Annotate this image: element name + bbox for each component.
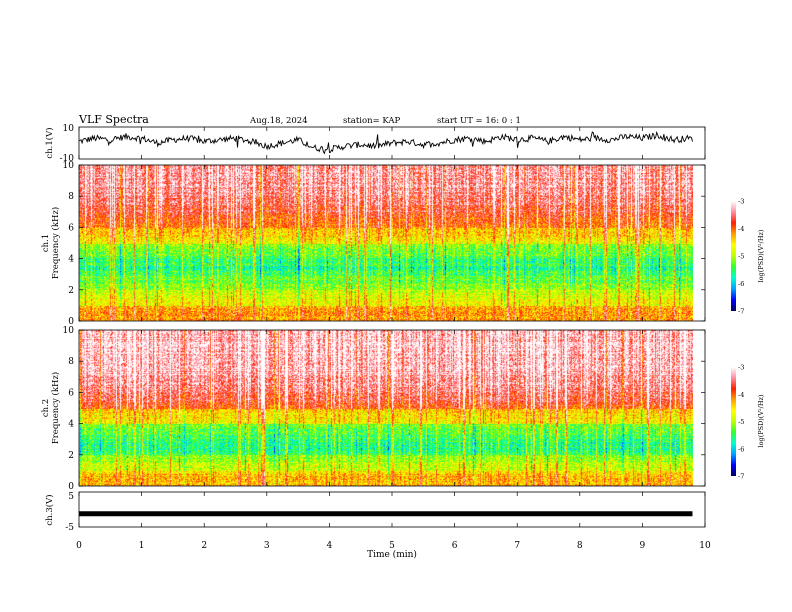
ch3-panel: 5 -5 ch.3(V)	[44, 491, 706, 533]
ch2-spectrogram-ytick-1: 2	[68, 451, 74, 461]
ch1-colorbar-tick-4: -7	[738, 308, 744, 316]
ch2-spectrogram-image	[79, 330, 693, 486]
ch1-spectrogram-ytick-1: 2	[68, 286, 74, 296]
ch2-spectrogram-ylabel-frequency: Frequency (kHz)	[50, 372, 61, 444]
ch1-panel: 10 -10 ch.1(V)	[44, 124, 706, 164]
time-tick-9: 9	[640, 541, 646, 551]
ch2-colorbar-tick-0: -3	[738, 364, 744, 372]
time-tick-1: 1	[139, 541, 145, 551]
ch2-colorbar-tick-1: -4	[738, 391, 744, 399]
time-tick-10: 10	[699, 541, 711, 551]
time-axis-label: Time (min)	[367, 549, 417, 560]
ch2-spectrogram-ylabel-channel: ch.2	[41, 399, 51, 417]
time-tick-4: 4	[327, 541, 333, 551]
time-tick-6: 6	[452, 541, 458, 551]
ch1-spectrogram-ytick-3: 6	[68, 223, 74, 233]
ch1-colorbar: -3 -4 -5 -6 -7 log(PSD)(V²/Hz)	[731, 198, 765, 316]
ch1-spectrogram-ylabel-channel: ch.1	[41, 234, 51, 252]
time-tick-7: 7	[514, 541, 520, 551]
figure-title: VLF Spectra	[78, 113, 149, 126]
ch1-spectrogram-image	[79, 165, 693, 321]
ch1-trace	[78, 130, 693, 155]
ch1-colorbar-label: log(PSD)(V²/Hz)	[757, 229, 765, 282]
time-tick-5: 5	[389, 541, 395, 551]
time-tick-8: 8	[577, 541, 583, 551]
ch2-spectrogram-ytick-5: 10	[63, 326, 75, 336]
ch2-colorbar: -3 -4 -5 -6 -7 log(PSD)(V²/Hz)	[731, 364, 765, 481]
ch1-spectrogram-ytick-0: 0	[68, 317, 74, 327]
ch1-spectrogram-ytick-4: 8	[68, 192, 74, 202]
ch1-colorbar-tick-2: -5	[738, 253, 744, 261]
ch3-ytick-bottom: -5	[65, 523, 74, 533]
ch2-spectrogram-ytick-4: 8	[68, 357, 74, 367]
ch1-ylabel: ch.1(V)	[44, 127, 55, 158]
ch1-colorbar-tick-0: -3	[738, 198, 744, 206]
station-label: station= KAP	[343, 116, 401, 126]
ch3-ylabel: ch.3(V)	[44, 494, 55, 525]
ch2-spectrogram-ytick-2: 4	[68, 420, 74, 430]
ch1-colorbar-tick-1: -4	[738, 225, 744, 233]
start-time-label: start UT = 16: 0 : 1	[437, 116, 521, 126]
ch2-colorbar-tick-2: -5	[738, 418, 744, 426]
ch1-ytick-bottom: -10	[60, 154, 75, 164]
ch2-colorbar-tick-3: -6	[738, 445, 744, 453]
ch2-spectrogram-panel: 0 2 4 6 8 10 ch.2 Frequency (kHz)	[41, 326, 706, 492]
ch3-ytick-top: 5	[68, 492, 74, 502]
ch2-colorbar-tick-4: -7	[738, 473, 744, 481]
time-axis: 0 1 2 3 4 5 6 7 8 9 10	[76, 127, 711, 551]
ch1-ytick-top: 10	[63, 124, 75, 134]
ch2-colorbar-gradient	[731, 367, 736, 476]
ch1-spectrogram-ylabel-frequency: Frequency (kHz)	[50, 207, 61, 279]
time-tick-0: 0	[76, 541, 82, 551]
ch3-frame	[78, 491, 706, 528]
ch2-colorbar-label: log(PSD)(V²/Hz)	[757, 394, 765, 447]
time-tick-3: 3	[264, 541, 270, 551]
ch1-spectrogram-panel: 0 2 4 6 8 10 ch.1 Frequency (kHz)	[41, 161, 706, 327]
ch1-spectrogram-ytick-2: 4	[68, 255, 74, 265]
date-label: Aug.18, 2024	[249, 116, 308, 126]
ch1-spectrogram-ytick-5: 10	[63, 161, 75, 171]
ch2-spectrogram-ytick-3: 6	[68, 388, 74, 398]
ch1-colorbar-tick-3: -6	[738, 280, 744, 288]
ch2-spectrogram-ytick-0: 0	[68, 482, 74, 492]
ch1-colorbar-gradient	[731, 201, 736, 311]
time-tick-2: 2	[201, 541, 207, 551]
